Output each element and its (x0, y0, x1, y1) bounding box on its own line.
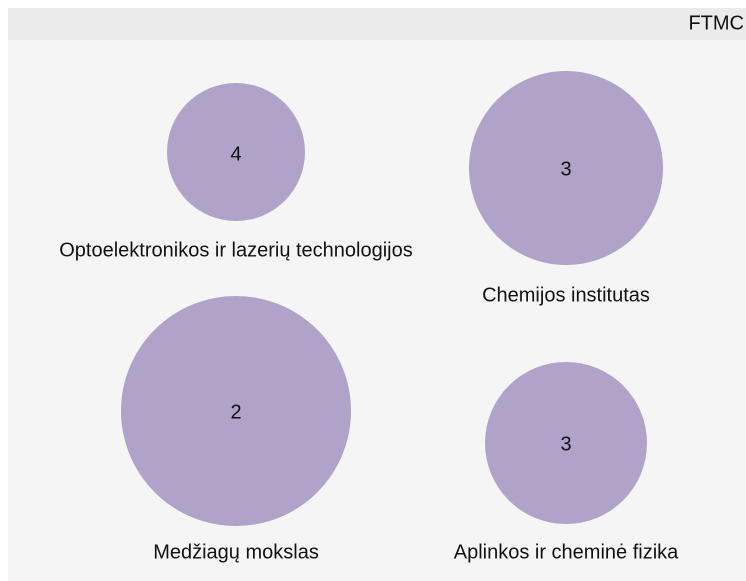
node-label: Medžiagų mokslas (153, 541, 319, 563)
node-circle[interactable] (485, 362, 647, 524)
node-circle[interactable] (167, 83, 305, 221)
node-value: 4 (230, 143, 241, 165)
node-label: Chemijos institutas (482, 284, 650, 306)
node[interactable]: 3 Chemijos institutas (469, 71, 663, 306)
node-circle[interactable] (121, 296, 351, 526)
header-title: FTMC (688, 12, 744, 34)
node-value: 2 (230, 401, 241, 423)
node-label: Optoelektronikos ir lazerių technologijo… (59, 239, 413, 261)
node-value: 3 (560, 433, 571, 455)
node[interactable]: 2 Medžiagų mokslas (121, 296, 351, 563)
node[interactable]: 3 Aplinkos ir cheminė fizika (454, 362, 679, 563)
node-value: 3 (560, 158, 571, 180)
node[interactable]: 4 Optoelektronikos ir lazerių technologi… (59, 83, 413, 261)
header-bar (8, 8, 746, 40)
node-circle[interactable] (469, 71, 663, 265)
node-label: Aplinkos ir cheminė fizika (454, 541, 679, 563)
